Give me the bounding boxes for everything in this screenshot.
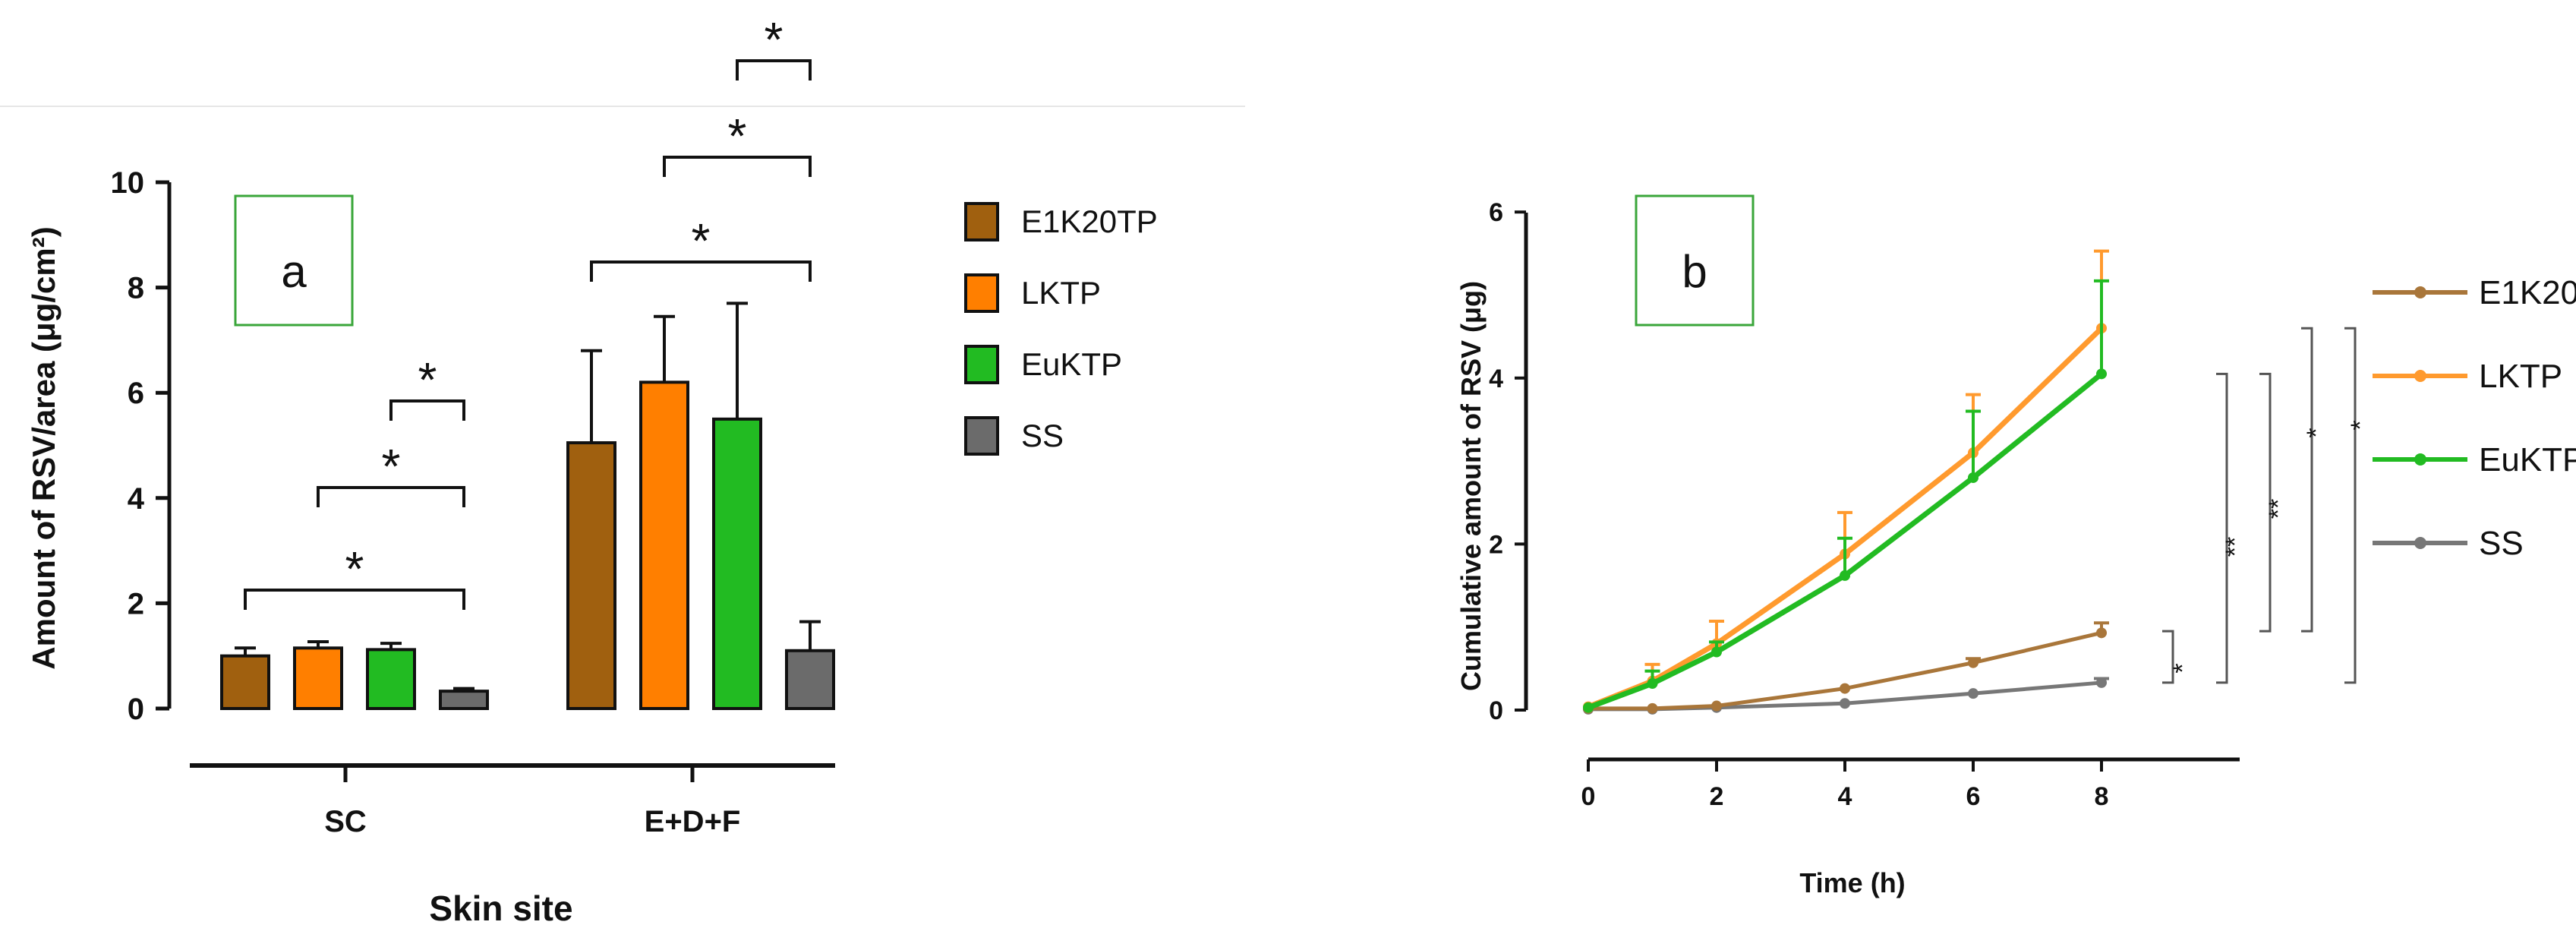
- panel-b-y-tick-label: 0: [1489, 696, 1503, 725]
- panel-a-significance-label: *: [728, 109, 747, 163]
- panel-b-legend-marker-ss: [2414, 537, 2426, 549]
- panel-a-y-tick-label: 10: [111, 166, 145, 200]
- panel-b-x-tick-label: 8: [2095, 782, 2109, 811]
- panel-a-y-tick-label: 2: [128, 587, 144, 620]
- panel-b-y-tick-label: 2: [1489, 530, 1503, 559]
- panel-a-x-tick-label: SC: [324, 805, 367, 838]
- panel-b-y-tick-label: 6: [1489, 198, 1503, 227]
- panel-a-y-tick-label: 0: [128, 693, 144, 726]
- panel-b-x-tick-label: 0: [1581, 782, 1596, 811]
- panel-b-y-tick-label: 4: [1489, 365, 1503, 393]
- panel-a-bar-lktp-sc: [293, 646, 343, 710]
- panel-b-significance-label: *: [2346, 420, 2375, 430]
- panel-a-legend-swatch-ss: [964, 416, 999, 456]
- panel-a-significance-label: *: [418, 352, 437, 407]
- panel-a-bar-ss-e-d-f: [785, 649, 835, 711]
- panel-a-legend-swatch-euktp: [964, 345, 999, 384]
- panel-b-point-euktp: [1647, 678, 1658, 690]
- panel-b-series-line-euktp: [1587, 371, 2104, 710]
- panel-a-bar-lktp-e-d-f: [639, 380, 689, 710]
- panel-a-significance-label: *: [692, 213, 711, 268]
- panel-b-legend-label-lktp: LKTP: [2479, 358, 2562, 395]
- panel-a-legend-label-euktp: EuKTP: [1021, 346, 1122, 382]
- panel-a-significance-label: *: [345, 541, 364, 596]
- panel-a-legend-label-e1k20tp: E1K20TP: [1021, 204, 1158, 239]
- panel-a-bar-euktp-e-d-f: [712, 417, 762, 710]
- panel-a-significance-bracket: [389, 399, 465, 421]
- panel-a-bar-chart: a 0 2 4 6 8 10 SC E+D+F * * * * * * Skin site Amoun…: [26, 12, 1158, 928]
- panel-b-point-e1k20tp: [1840, 683, 1850, 694]
- panel-b-legend-marker-lktp: [2414, 370, 2426, 382]
- panel-a-y-tick-label: 8: [128, 272, 144, 305]
- panel-b-significance-bracket: [2216, 372, 2228, 684]
- panel-b-point-ss: [1968, 688, 1979, 699]
- panel-b-point-euktp: [1711, 646, 1722, 658]
- panel-b-legend-label-ss: SS: [2479, 525, 2524, 562]
- panel-b-significance-bracket: [2259, 372, 2272, 633]
- panel-b-legend-label-euktp: EuKTP: [2479, 441, 2576, 478]
- panel-a-significance-bracket: [736, 59, 812, 80]
- panel-b-legend-marker-e1k20tp: [2414, 286, 2426, 298]
- panel-b-significance-bracket: [2344, 327, 2357, 684]
- panel-b-point-euktp: [2096, 368, 2107, 380]
- panel-b-point-euktp: [1968, 472, 1979, 483]
- panel-a-legend-label-lktp: LKTP: [1021, 275, 1101, 311]
- panel-b-significance-bracket: [2162, 630, 2174, 684]
- panel-b-point-ss: [1840, 698, 1850, 709]
- panel-a-significance-bracket: [244, 589, 465, 610]
- panel-b-point-e1k20tp: [1647, 702, 1658, 714]
- panel-a-bar-e1k20tp-e-d-f: [566, 441, 616, 710]
- panel-a-y-tick-label: 6: [128, 377, 144, 410]
- panel-a-significance-label: *: [765, 12, 784, 67]
- panel-a-significance-bracket: [663, 156, 812, 177]
- panel-a-significance-bracket: [590, 260, 812, 282]
- panel-b-significance-bracket: [2301, 327, 2313, 633]
- panel-b-label: b: [1682, 246, 1707, 297]
- panel-b-point-e1k20tp: [1968, 657, 1979, 668]
- panel-a-x-tick-label: E+D+F: [645, 805, 741, 838]
- panel-a-significance-label: *: [382, 439, 401, 494]
- panel-a-bar-euktp-sc: [366, 648, 416, 710]
- panel-a-legend-label-ss: SS: [1021, 418, 1064, 453]
- panel-b-point-e1k20tp: [1711, 700, 1722, 712]
- panel-b-point-euktp: [1583, 702, 1594, 713]
- panel-a-legend-swatch-e1k20tp: [964, 202, 999, 241]
- panel-a-y-axis-title: Amount of RSV/area (μg/cm²): [26, 226, 61, 669]
- panel-b-series-line-e1k20tp: [1588, 630, 2102, 711]
- panel-a-y-tick-label: 4: [128, 482, 145, 516]
- panel-a-bar-ss-sc: [439, 690, 489, 710]
- panel-b-label-box: [1635, 194, 1755, 327]
- panel-a-bar-e1k20tp-sc: [220, 654, 270, 711]
- panel-b-y-axis-title: Cumulative amount of RSV (μg): [1455, 281, 1487, 691]
- panel-a-legend-swatch-lktp: [964, 273, 999, 313]
- panel-b-significance-label: **: [2264, 499, 2293, 519]
- panel-b-x-tick-label: 4: [1838, 782, 1852, 811]
- panel-b-legend-marker-euktp: [2414, 453, 2426, 466]
- panel-b-point-e1k20tp: [2096, 627, 2107, 639]
- panel-b-x-axis-title: Time (h): [1799, 867, 1905, 898]
- panel-b-legend-label-e1k20tp: E1K20TP: [2479, 274, 2576, 311]
- panel-b-x-tick-label: 2: [1710, 782, 1724, 811]
- panel-b-point-euktp: [1840, 570, 1850, 581]
- panel-b-significance-label: *: [2168, 663, 2197, 673]
- panel-a-label-box: [234, 194, 354, 327]
- panel-b-significance-label: **: [2221, 537, 2250, 557]
- panel-b-significance-label: *: [2302, 428, 2331, 437]
- panel-a-x-axis-title: Skin site: [429, 889, 572, 928]
- panel-b-x-tick-label: 6: [1966, 782, 1981, 811]
- panel-a-label: a: [281, 246, 307, 297]
- panel-b-point-ss: [2096, 677, 2107, 688]
- panel-a-significance-bracket: [317, 486, 465, 507]
